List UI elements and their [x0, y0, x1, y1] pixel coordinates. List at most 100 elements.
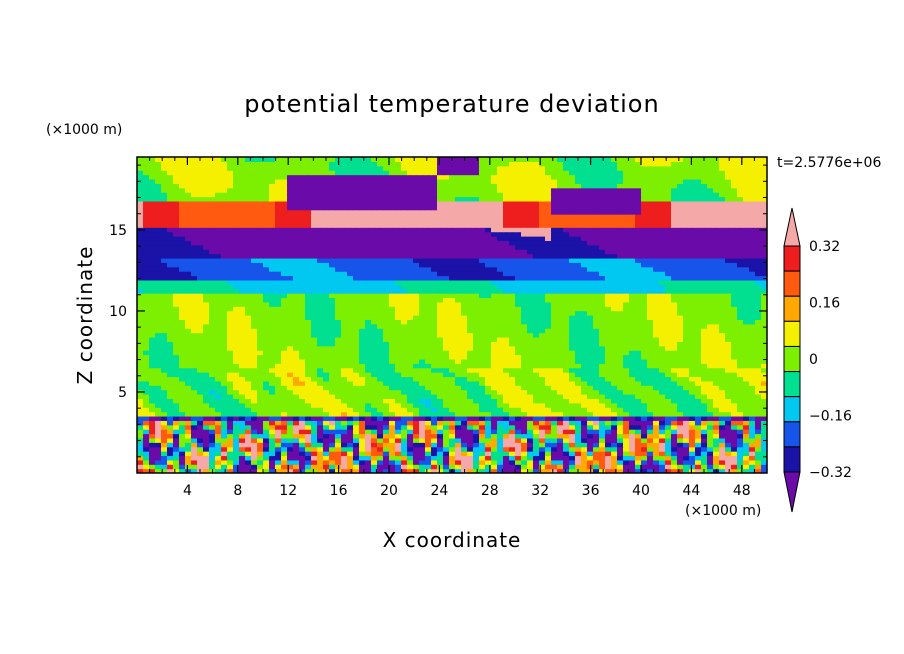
- field-cell: [431, 451, 438, 457]
- field-cell: [167, 451, 174, 457]
- field-cell: [413, 398, 420, 404]
- field-cell: [527, 446, 534, 452]
- field-cell: [503, 310, 510, 316]
- field-cell: [317, 319, 324, 325]
- field-cell: [191, 297, 198, 303]
- field-cell: [713, 301, 720, 307]
- field-cell: [623, 464, 630, 470]
- field-cell: [449, 358, 456, 364]
- field-cell: [635, 442, 642, 448]
- field-cell: [443, 468, 450, 473]
- field-cell: [299, 442, 306, 448]
- field-cell: [497, 402, 504, 408]
- field-cell: [461, 367, 468, 373]
- field-cell: [473, 332, 480, 338]
- field-cell: [167, 367, 174, 373]
- field-cell: [731, 279, 738, 285]
- field-cell: [707, 398, 714, 404]
- field-cell: [227, 297, 234, 303]
- field-cell: [725, 266, 732, 272]
- field-cell: [365, 310, 372, 316]
- field-cell: [761, 354, 767, 360]
- field-cell: [275, 459, 282, 465]
- field-cell: [167, 332, 174, 338]
- field-cell: [605, 389, 612, 395]
- field-cell: [671, 350, 678, 356]
- field-cell: [401, 380, 408, 386]
- field-cell: [701, 275, 708, 281]
- field-cell: [563, 358, 570, 364]
- field-cell: [743, 279, 750, 285]
- field-cell: [455, 380, 462, 386]
- field-cell: [347, 332, 354, 338]
- field-cell: [719, 341, 726, 347]
- field-cell: [335, 459, 342, 465]
- field-cell: [551, 376, 558, 382]
- field-cell: [509, 328, 516, 334]
- field-cell: [653, 464, 660, 470]
- field-cell: [461, 279, 468, 285]
- field-cell: [641, 345, 648, 351]
- field-cell: [533, 341, 540, 347]
- field-cell: [197, 288, 204, 294]
- field-cell: [593, 354, 600, 360]
- field-cell: [425, 372, 432, 378]
- field-cell: [269, 310, 276, 316]
- field-cell: [671, 372, 678, 378]
- field-cell: [419, 420, 426, 426]
- field-cell: [185, 358, 192, 364]
- field-cell: [665, 433, 672, 439]
- field-cell: [587, 402, 594, 408]
- field-cell: [485, 310, 492, 316]
- field-cell: [161, 385, 168, 391]
- field-cell: [533, 429, 540, 435]
- field-cell: [293, 288, 300, 294]
- field-cell: [461, 437, 468, 443]
- field-cell: [203, 459, 210, 465]
- field-cell: [431, 455, 438, 461]
- field-cell: [143, 398, 150, 404]
- field-cell: [689, 341, 696, 347]
- field-cell: [401, 310, 408, 316]
- field-cell: [701, 350, 708, 356]
- field-cell: [725, 284, 732, 290]
- field-cell: [419, 433, 426, 439]
- field-cell: [359, 398, 366, 404]
- field-cell: [695, 411, 702, 417]
- field-cell: [599, 429, 606, 435]
- field-cell: [761, 297, 767, 303]
- field-cell: [359, 385, 366, 391]
- field-cell: [329, 293, 336, 299]
- field-cell: [617, 411, 624, 417]
- field-cell: [665, 336, 672, 342]
- field-cell: [725, 275, 732, 281]
- field-cell: [335, 372, 342, 378]
- field-cell: [509, 306, 516, 312]
- field-cell: [185, 411, 192, 417]
- field-cell: [407, 358, 414, 364]
- field-cell: [251, 455, 258, 461]
- field-cell: [143, 402, 150, 408]
- field-cell: [359, 389, 366, 395]
- field-cell: [311, 262, 318, 268]
- field-cell: [305, 279, 312, 285]
- field-cell: [179, 411, 186, 417]
- field-cell: [575, 297, 582, 303]
- field-cell: [659, 275, 666, 281]
- field-cell: [659, 319, 666, 325]
- field-cell: [365, 372, 372, 378]
- field-cell: [545, 336, 552, 342]
- field-cell: [725, 380, 732, 386]
- field-cell: [419, 446, 426, 452]
- field-cell: [383, 301, 390, 307]
- field-cell: [743, 385, 750, 391]
- field-cell: [263, 279, 270, 285]
- field-cell: [521, 415, 528, 421]
- field-cell: [539, 459, 546, 465]
- field-cell: [527, 350, 534, 356]
- field-cell: [695, 394, 702, 399]
- field-cell: [521, 328, 528, 334]
- field-cell: [563, 345, 570, 351]
- field-cell: [707, 411, 714, 417]
- field-cell: [587, 415, 594, 421]
